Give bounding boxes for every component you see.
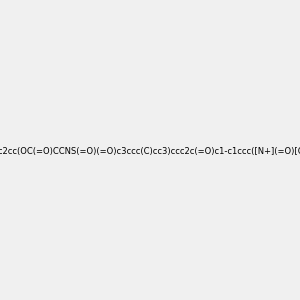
Text: Cc1oc2cc(OC(=O)CCNS(=O)(=O)c3ccc(C)cc3)ccc2c(=O)c1-c1ccc([N+](=O)[O-])cc1: Cc1oc2cc(OC(=O)CCNS(=O)(=O)c3ccc(C)cc3)c… <box>0 147 300 156</box>
